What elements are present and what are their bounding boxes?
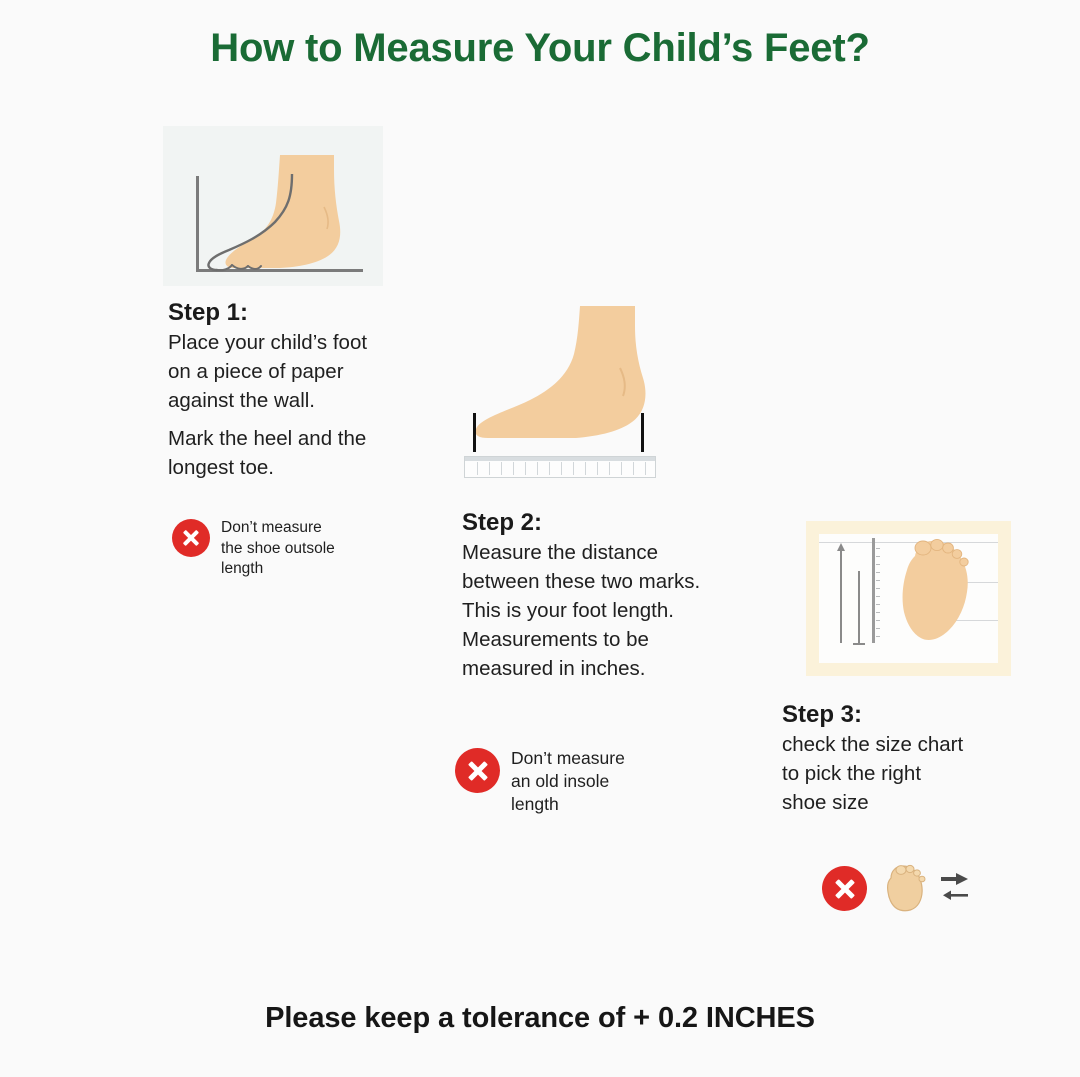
- ruler-tick: [876, 588, 880, 589]
- chart-guide-line: [819, 542, 998, 543]
- ruler-tick: [876, 564, 880, 565]
- ruler-tick: [876, 572, 880, 573]
- ruler-tick: [597, 462, 598, 475]
- step-1-body-line-3: against the wall.: [168, 389, 316, 413]
- ruler-tick: [633, 462, 634, 475]
- ruler-tick: [645, 462, 646, 475]
- ruler-tick: [876, 620, 880, 621]
- chart-guide-line: [923, 620, 998, 621]
- step-1-body-line-2: on a piece of paper: [168, 360, 344, 384]
- step-1-body-line-1: Place your child’s foot: [168, 331, 368, 354]
- step-2-body: Measure the distance between these two m…: [462, 538, 777, 684]
- ruler-tick: [501, 462, 502, 475]
- step-2-body-line-3: This is your foot length.: [462, 599, 674, 623]
- step-3-body-line-3: shoe size: [782, 791, 869, 815]
- step-2-warning-text: Don’t measure an old insole length: [511, 747, 625, 816]
- ruler-tick: [876, 628, 880, 629]
- foot-side-view-icon: [475, 306, 646, 438]
- red-x-circle-icon: [455, 748, 500, 793]
- measure-bar-icon: [853, 571, 865, 645]
- step-2-figure: [460, 300, 670, 482]
- ruler-tick: [621, 462, 622, 475]
- step-1-text-block: Step 1: Place your child’s foot on a pie…: [168, 298, 404, 483]
- step-1-body-line-4: Mark the heel and the: [168, 427, 367, 451]
- ruler-tick: [477, 462, 478, 475]
- traced-outline-icon: [207, 174, 294, 272]
- ruler-tick: [876, 556, 880, 557]
- ruler-tick: [876, 548, 880, 549]
- ruler-edge: [465, 457, 655, 461]
- step-2-warning-line-3: length: [511, 794, 559, 815]
- wall-guide-line: [196, 176, 199, 272]
- step-1-warning: Don’t measure the shoe outsole length: [172, 518, 387, 580]
- ruler-tick: [561, 462, 562, 475]
- red-x-circle-icon: [172, 519, 210, 557]
- step-3-text-block: Step 3: check the size chart to pick the…: [782, 700, 1018, 817]
- up-arrow-icon: [836, 543, 845, 643]
- ruler-tick: [513, 462, 514, 475]
- step-2-heading: Step 2:: [462, 509, 543, 536]
- ruler-tick: [525, 462, 526, 475]
- ruler-tick: [585, 462, 586, 475]
- step-2-warning-line-1: Don’t measure: [511, 748, 625, 768]
- page-title: How to Measure Your Child’s Feet?: [210, 26, 870, 70]
- step-2-warning: Don’t measure an old insole length: [455, 747, 665, 816]
- step-2-body-line-1: Measure the distance: [462, 541, 659, 564]
- ruler-tick: [876, 604, 880, 605]
- ruler-tick: [876, 636, 880, 637]
- foot-sole-top-view-icon: [902, 538, 969, 640]
- step-2-body-line-4: Measurements to be: [462, 628, 649, 652]
- step-1-figure: [163, 126, 383, 286]
- tolerance-note: Please keep a tolerance of + 0.2 INCHES: [265, 1002, 815, 1034]
- step-1-heading: Step 1:: [168, 299, 249, 326]
- ruler-tick: [876, 596, 880, 597]
- width-arrows-icon: [941, 873, 968, 900]
- toe-mark-line: [473, 413, 476, 452]
- ruler-tick: [549, 462, 550, 475]
- step-3-heading: Step 3:: [782, 701, 863, 728]
- step-2-warning-line-2: an old insole: [511, 771, 610, 792]
- step-3-body-line-1: check the size chart: [782, 733, 964, 756]
- step-1-body: Place your child’s foot on a piece of pa…: [168, 328, 404, 483]
- ruler-tick: [573, 462, 574, 475]
- step-3-body: check the size chart to pick the right s…: [782, 730, 1018, 817]
- step-1-warning-line-1: Don’t measure: [221, 519, 322, 536]
- vertical-ruler-icon: [872, 538, 875, 643]
- ruler-tick: [489, 462, 490, 475]
- step-2-text-block: Step 2: Measure the distance between the…: [462, 508, 777, 684]
- step-1-warning-line-2: the shoe outsole: [221, 539, 335, 557]
- ruler-icon: [464, 456, 656, 478]
- foot-sole-icon: [887, 864, 926, 912]
- step-3-body-line-2: to pick the right: [782, 762, 922, 786]
- step-3-figure: [806, 521, 1011, 676]
- floor-guide-line: [196, 269, 363, 272]
- step-1-body-line-5: longest toe.: [168, 456, 274, 480]
- step-1-warning-text: Don’t measure the shoe outsole length: [221, 518, 335, 580]
- ruler-tick: [876, 612, 880, 613]
- size-chart-panel: [819, 534, 998, 663]
- step-2-body-line-5: measured in inches.: [462, 657, 646, 681]
- ruler-tick: [537, 462, 538, 475]
- ruler-tick: [876, 580, 880, 581]
- ruler-tick: [609, 462, 610, 475]
- step-3-warning: [822, 862, 982, 914]
- step-2-body-line-2: between these two marks.: [462, 570, 701, 594]
- heel-mark-line: [641, 413, 644, 452]
- red-x-circle-icon: [822, 866, 867, 911]
- step-1-warning-line-3: length: [221, 560, 264, 578]
